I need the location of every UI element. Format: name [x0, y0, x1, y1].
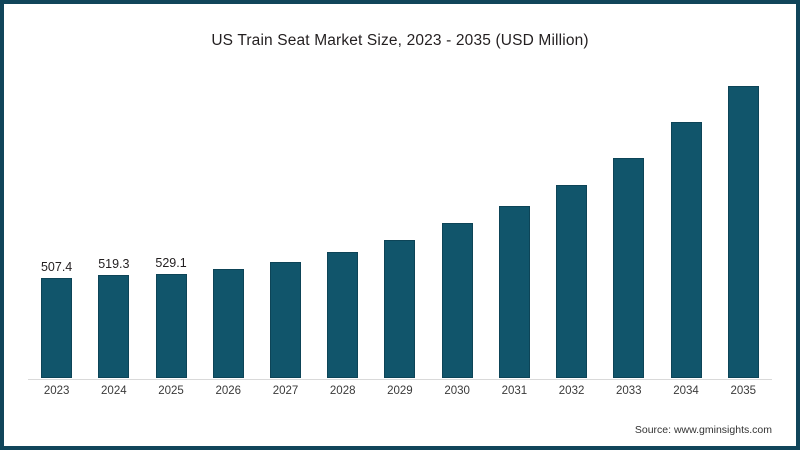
x-tick-label: 2033 [616, 385, 642, 397]
bar[interactable] [269, 262, 301, 378]
bar[interactable] [155, 274, 187, 378]
bar[interactable] [384, 240, 416, 378]
x-tick-label: 2025 [158, 385, 184, 397]
bar-slot [486, 70, 543, 378]
x-tick-label: 2032 [558, 385, 585, 397]
x-tick-label: 2031 [501, 385, 528, 397]
x-tick-label: 2027 [272, 385, 299, 397]
x-axis-line [28, 379, 772, 380]
bar-slot [200, 70, 257, 378]
x-axis-tick-labels: 2023 2024 2025 2026 2027 2028 2029 2030 2031 2032… [28, 385, 772, 405]
x-tick-label: 2035 [730, 385, 757, 397]
bar-slot [715, 70, 772, 378]
bar-slot [371, 70, 428, 378]
x-tick-label: 2028 [329, 385, 356, 397]
bar[interactable] [613, 158, 645, 378]
bar-slot [658, 70, 715, 378]
bar[interactable] [727, 86, 759, 378]
bar-slot: 529.1 [143, 70, 200, 378]
bar-slot [257, 70, 314, 378]
page-title: US Train Seat Market Size, 2023 - 2035 (… [211, 32, 589, 49]
bar[interactable] [327, 252, 359, 378]
bar-slot: 519.3 [85, 70, 142, 378]
x-tick-label: 2030 [444, 385, 470, 397]
bar-slot [600, 70, 657, 378]
plot-area: 507.4 519.3 529.1 [28, 70, 772, 380]
x-tick-label: 2029 [387, 385, 413, 397]
x-tick-label: 2023 [43, 385, 70, 397]
bar-value-label: 529.1 [155, 256, 187, 270]
source-note: Source: www.gminsights.com [634, 424, 772, 436]
bar[interactable] [670, 122, 702, 378]
bar-value-label: 519.3 [98, 257, 130, 271]
bar-slot [314, 70, 371, 378]
bar[interactable] [212, 269, 244, 378]
bar[interactable] [41, 278, 73, 378]
bar-value-label: 507.4 [40, 260, 73, 274]
bar-series: 507.4 519.3 529.1 [28, 70, 772, 378]
x-tick-label: 2024 [101, 385, 127, 397]
x-tick-label: 2026 [215, 385, 242, 397]
bar[interactable] [498, 206, 530, 378]
bar-slot: 507.4 [28, 70, 85, 378]
bar[interactable] [556, 185, 588, 378]
bar-slot [543, 70, 600, 378]
x-tick-label: 2034 [673, 385, 699, 397]
bar-slot [429, 70, 486, 378]
bar[interactable] [441, 223, 473, 378]
bar[interactable] [98, 275, 130, 378]
